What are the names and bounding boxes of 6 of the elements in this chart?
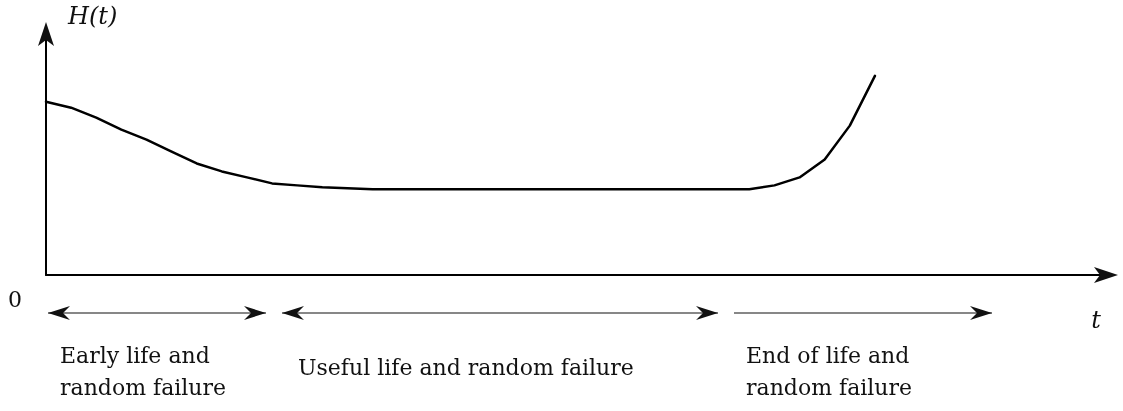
y-axis-title: H(t) xyxy=(67,2,118,30)
x-axis-title: t xyxy=(1091,306,1102,334)
text: Useful life and random failure xyxy=(298,354,634,382)
text: Early life and random failure xyxy=(60,342,227,402)
text: End of life and random failure xyxy=(746,342,913,402)
text: 0 xyxy=(8,286,22,314)
